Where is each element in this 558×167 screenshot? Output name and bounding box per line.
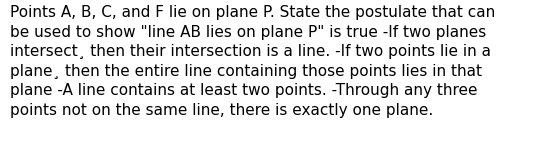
Text: Points A, B, C, and F lie on plane P. State the postulate that can
be used to sh: Points A, B, C, and F lie on plane P. St… (10, 5, 496, 118)
